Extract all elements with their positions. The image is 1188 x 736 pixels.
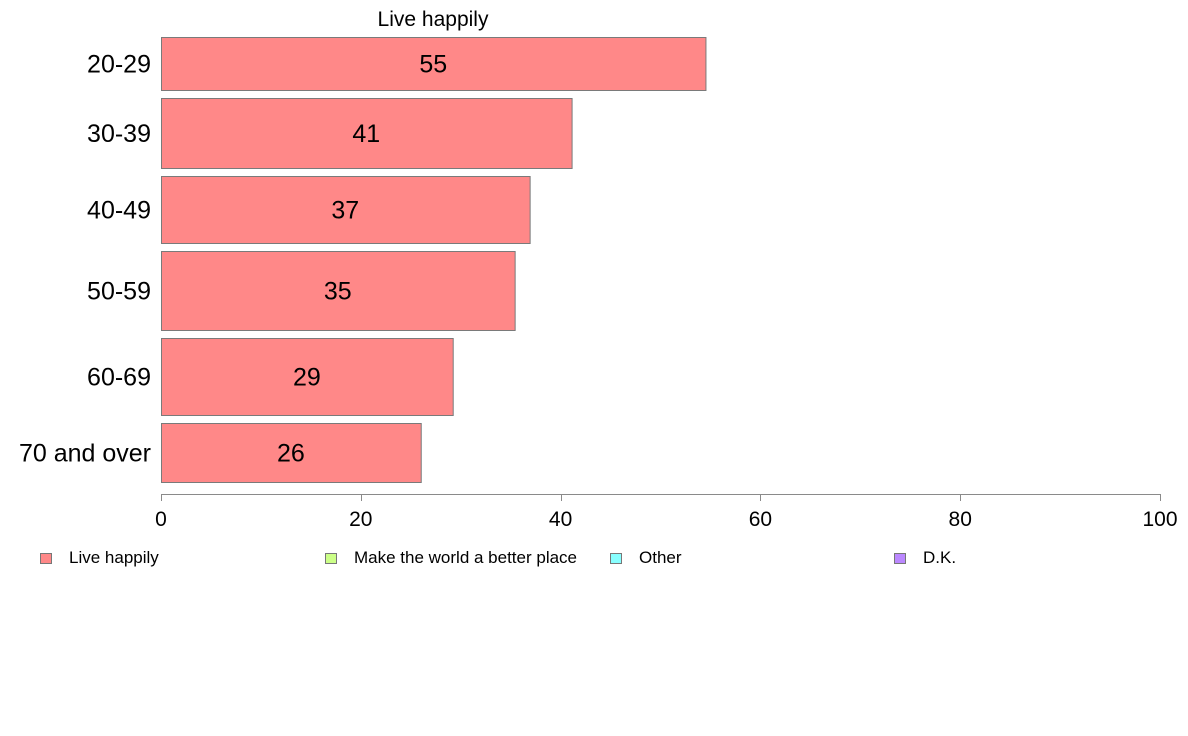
category-label-50-59: 50-59 [87, 278, 151, 306]
legend-swatch-other [610, 552, 622, 564]
data-label-60-69: 29 [293, 364, 321, 392]
category-label-30-39: 30-39 [87, 120, 151, 148]
x-tick-label-60: 60 [749, 508, 772, 531]
data-label-20-29: 55 [419, 51, 447, 79]
bar-20-29 [161, 37, 707, 91]
data-label-40-49: 37 [331, 197, 359, 225]
legend-label-live-happily: Live happily [69, 548, 159, 567]
x-tick-label-100: 100 [1142, 508, 1177, 531]
data-label-30-39: 41 [352, 120, 380, 148]
legend-label-other: Other [639, 548, 682, 567]
legend-item-better-place: Make the world a better place [325, 549, 577, 567]
category-label-70-and-over: 70 and over [19, 440, 151, 468]
bar-40-49 [161, 176, 531, 244]
legend-item-live-happily: Live happily [40, 549, 159, 567]
bar-70-and-over [161, 423, 422, 483]
legend-item-dk: D.K. [894, 549, 956, 567]
legend-label-better-place: Make the world a better place [354, 548, 578, 567]
bar-50-59 [161, 251, 516, 331]
data-label-70-and-over: 26 [277, 440, 305, 468]
category-label-20-29: 20-29 [87, 51, 151, 79]
x-tick-label-20: 20 [349, 508, 372, 531]
legend-swatch-live-happily [40, 552, 52, 564]
legend-swatch-dk [894, 552, 906, 564]
legend-swatch-better-place [325, 552, 337, 564]
legend-label-dk: D.K. [923, 548, 957, 567]
bar-30-39 [161, 98, 573, 169]
legend-item-other: Other [610, 549, 682, 567]
x-tick-label-40: 40 [549, 508, 572, 531]
chart-title: Live happily [378, 8, 489, 31]
category-label-60-69: 60-69 [87, 364, 151, 392]
data-label-50-59: 35 [324, 278, 352, 306]
category-label-40-49: 40-49 [87, 197, 151, 225]
x-tick-label-0: 0 [155, 508, 167, 531]
bar-60-69 [161, 338, 454, 416]
x-tick-label-80: 80 [949, 508, 972, 531]
